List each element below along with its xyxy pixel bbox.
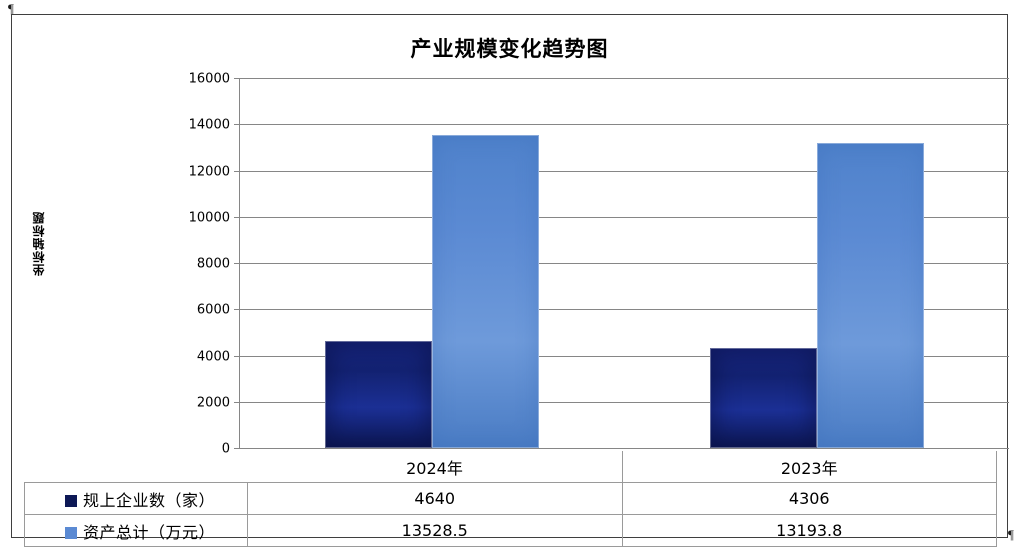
category-cell-0: 2024年 [247,451,623,483]
y-tick-12000 [234,170,239,172]
gridline-2000 [239,401,1009,403]
gridline-0 [239,448,1009,449]
gridline-4000 [239,355,1009,357]
gridline-10000 [239,216,1009,218]
bar-s0-c1[interactable] [709,348,817,448]
legend-label-0: 规上企业数（家） [82,490,215,510]
y-tick-10000 [234,216,239,218]
bar-outline [431,135,539,448]
legend-swatch-icon-1 [64,526,77,539]
value-cell-s1-c0: 13528.5 [247,514,623,547]
value-cell-s1-c1: 13193.8 [621,514,997,547]
bar-s1-c1[interactable] [816,142,924,448]
y-tick-16000 [234,78,239,79]
chart-data-table: 2024年 2023年 规上企业数（家） 4640 4306 资产总计（万元） … [24,451,997,547]
table-row-categories: 2024年 2023年 [25,451,997,483]
bar-outline [816,142,924,448]
gridline-6000 [239,309,1009,311]
y-tick-label-6000: 6000 [196,302,230,318]
y-tick-label-16000: 16000 [188,71,230,87]
legend-entry-0[interactable]: 规上企业数（家） [24,482,248,515]
table-row-series-1: 资产总计（万元） 13528.5 13193.8 [24,514,997,547]
table-row-series-0: 规上企业数（家） 4640 4306 [24,482,997,515]
y-tick-label-8000: 8000 [196,256,230,272]
y-axis-line [239,79,240,449]
y-tick-14000 [234,124,239,126]
y-axis-title: 坐标轴标题 [32,211,46,276]
y-tick-2000 [234,401,239,403]
y-tick-8000 [234,263,239,264]
chart-object[interactable]: 产业规模变化趋势图 坐标轴标题 0 2000 4000 6000 8000 10000 12… [11,14,1009,547]
y-tick-label-2000: 2000 [196,395,230,411]
gridline-14000 [239,124,1009,126]
bar-outline [324,340,432,448]
plot-area: 0 2000 4000 6000 8000 10000 12000 14000 16000 [189,72,1009,457]
gridline-8000 [239,263,1009,264]
bar-s1-c0[interactable] [431,135,539,448]
y-tick-label-0: 0 [221,441,230,457]
paragraph-mark-top-left: ¶ [8,1,14,16]
value-cell-s0-c0: 4640 [247,482,623,515]
plot-inner: 0 2000 4000 6000 8000 10000 12000 14000 16000 [189,72,1009,457]
y-tick-label-10000: 10000 [188,210,230,226]
y-tick-4000 [234,355,239,357]
gridline-12000 [239,170,1009,172]
gridline-16000 [239,78,1009,79]
y-tick-label-14000: 14000 [188,117,230,133]
category-cell-1: 2023年 [622,451,997,483]
y-tick-6000 [234,309,239,311]
legend-cell-empty [25,451,248,483]
chart-title: 产业规模变化趋势图 [410,37,609,61]
y-tick-label-12000: 12000 [188,164,230,179]
legend-swatch-icon-0 [64,494,77,507]
y-tick-0 [234,448,239,449]
bar-outline [709,348,817,448]
y-tick-label-4000: 4000 [196,349,230,364]
legend-label-1: 资产总计（万元） [82,522,215,542]
paragraph-mark-bottom-right: ¶ [1008,527,1014,542]
legend-entry-1[interactable]: 资产总计（万元） [24,514,248,547]
value-cell-s0-c1: 4306 [621,482,997,515]
bar-s0-c0[interactable] [324,340,432,448]
